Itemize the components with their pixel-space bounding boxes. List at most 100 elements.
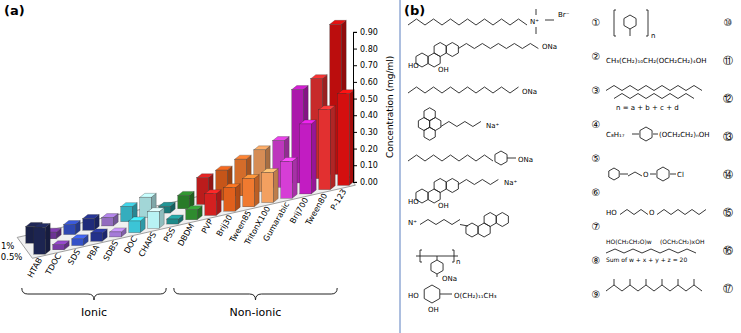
axis-line [354, 32, 358, 182]
group-label: Non-ionic [230, 306, 282, 319]
category-label: DBDM [176, 222, 196, 248]
category-label: CHAPS [137, 231, 158, 259]
structure-text: HO [408, 198, 419, 206]
bar-top [273, 137, 289, 141]
bond [437, 274, 438, 277]
bar-top [197, 174, 213, 178]
bond [609, 168, 619, 180]
bond [662, 279, 663, 285]
compound-number: ⑥ [592, 187, 601, 198]
bar [300, 124, 311, 194]
bond [495, 151, 507, 165]
series-label: 1% [1, 241, 15, 251]
tick-mark [353, 32, 357, 33]
panel-divider [400, 0, 401, 333]
tick-label: 0.60 [360, 78, 378, 87]
axis-title: Concentration (mg/ml) [385, 56, 395, 158]
bond [657, 167, 669, 181]
bond [620, 210, 648, 215]
bars [26, 20, 354, 254]
bond [460, 225, 468, 227]
bond [458, 180, 498, 185]
structure-text: O(CH₂)₁₁CH₃ [454, 292, 497, 300]
tick: 0.20 [353, 145, 378, 154]
bond [620, 174, 628, 175]
bond [446, 179, 458, 193]
bond [452, 250, 454, 262]
bond [614, 279, 615, 285]
compound-number: ⑤ [592, 153, 601, 164]
bar-top [102, 214, 118, 218]
structure-text: O [643, 171, 649, 179]
bond [536, 27, 537, 34]
bond [424, 127, 435, 140]
bar-top [300, 120, 316, 124]
bar-side [273, 169, 278, 203]
bar [34, 227, 45, 254]
tick-mark [353, 132, 357, 133]
bar-top [129, 217, 145, 221]
compound-number: ④ [592, 119, 601, 130]
bar [281, 162, 292, 199]
structure-text: ONa [442, 275, 457, 283]
bond [458, 44, 538, 49]
structure-text: C₈H₁₇ [606, 131, 625, 139]
structure-text: HO(CH₂CH₂O)w [606, 238, 652, 245]
compound-number: ⑪ [723, 55, 733, 66]
bond [640, 127, 652, 141]
bond [646, 279, 647, 285]
bar [121, 207, 132, 222]
bond [545, 20, 554, 21]
bond [424, 285, 440, 303]
bond [624, 15, 636, 29]
category-label: HTAB [26, 256, 44, 279]
bar-top [243, 175, 259, 179]
bar-side [311, 120, 316, 194]
category-label: SDBS [102, 239, 121, 262]
bond [632, 134, 639, 135]
bond [614, 94, 694, 99]
compound-number: ① [592, 17, 601, 28]
group-brace [174, 288, 337, 300]
category-label: PSS [162, 226, 177, 243]
structure-text: (OCH₂CH₂)ₙOH [659, 131, 709, 139]
bar [129, 221, 140, 233]
compound-number: ⑭ [723, 169, 733, 180]
tick-label: 0.50 [360, 95, 378, 104]
panel-label: (b) [404, 3, 425, 18]
tick-mark [353, 99, 357, 100]
bar-side [45, 223, 50, 254]
structure-text: HO [408, 62, 419, 70]
bond [408, 19, 527, 25]
tick: 0.80 [353, 45, 378, 54]
bar [205, 194, 216, 216]
tick-mark [353, 49, 357, 50]
bond [420, 220, 460, 225]
bond [678, 279, 679, 285]
bond [408, 87, 519, 93]
tick-label: 0.20 [360, 145, 378, 154]
tick: 0.50 [353, 95, 378, 104]
bar-top [110, 228, 126, 232]
bar-top [235, 155, 251, 159]
structure-text: HO [606, 209, 617, 217]
category-label: PVP [200, 218, 215, 236]
tick: 0.00 [353, 178, 378, 187]
bond [653, 134, 658, 135]
tick-label: 0.00 [360, 178, 378, 187]
tick-mark [353, 65, 357, 66]
bond [431, 260, 443, 274]
bar-top [281, 158, 297, 162]
compound-number: ② [592, 51, 601, 62]
bar-top [330, 20, 346, 24]
tick: 0.60 [353, 78, 378, 87]
bar [83, 219, 94, 231]
bar-side [292, 158, 297, 199]
bar-top [205, 190, 221, 194]
bar-side [235, 184, 240, 211]
bar [186, 210, 197, 220]
bond [437, 256, 438, 260]
compound-number: ⑦ [592, 221, 601, 232]
structure-text: ONa [522, 88, 537, 96]
bar [53, 245, 64, 250]
